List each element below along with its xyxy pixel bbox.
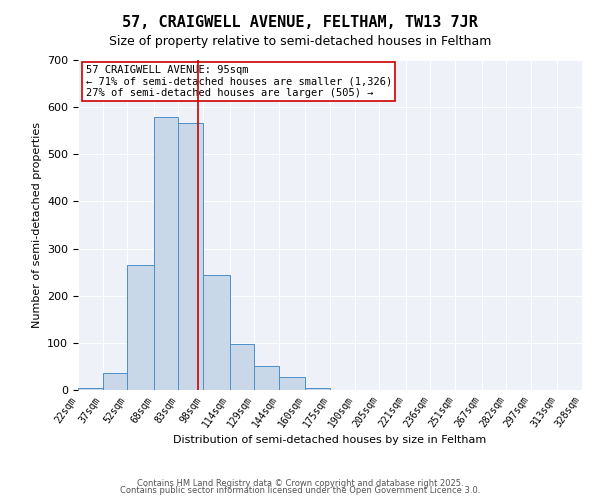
Text: 57, CRAIGWELL AVENUE, FELTHAM, TW13 7JR: 57, CRAIGWELL AVENUE, FELTHAM, TW13 7JR	[122, 15, 478, 30]
Bar	[254, 366, 279, 390]
Y-axis label: Number of semi-detached properties: Number of semi-detached properties	[32, 122, 41, 328]
Text: Size of property relative to semi-detached houses in Feltham: Size of property relative to semi-detach…	[109, 35, 491, 48]
Bar	[178, 122, 203, 390]
Bar	[78, 388, 103, 390]
Bar	[203, 276, 230, 390]
Bar	[127, 265, 154, 390]
Bar	[305, 388, 330, 390]
X-axis label: Distribution of semi-detached houses by size in Feltham: Distribution of semi-detached houses by …	[173, 435, 487, 445]
Bar	[103, 372, 127, 390]
Bar	[230, 344, 254, 390]
Text: Contains public sector information licensed under the Open Government Licence 3.: Contains public sector information licen…	[120, 486, 480, 495]
Text: 57 CRAIGWELL AVENUE: 95sqm
← 71% of semi-detached houses are smaller (1,326)
27%: 57 CRAIGWELL AVENUE: 95sqm ← 71% of semi…	[86, 65, 392, 98]
Bar	[154, 116, 178, 390]
Text: Contains HM Land Registry data © Crown copyright and database right 2025.: Contains HM Land Registry data © Crown c…	[137, 478, 463, 488]
Bar	[279, 378, 305, 390]
